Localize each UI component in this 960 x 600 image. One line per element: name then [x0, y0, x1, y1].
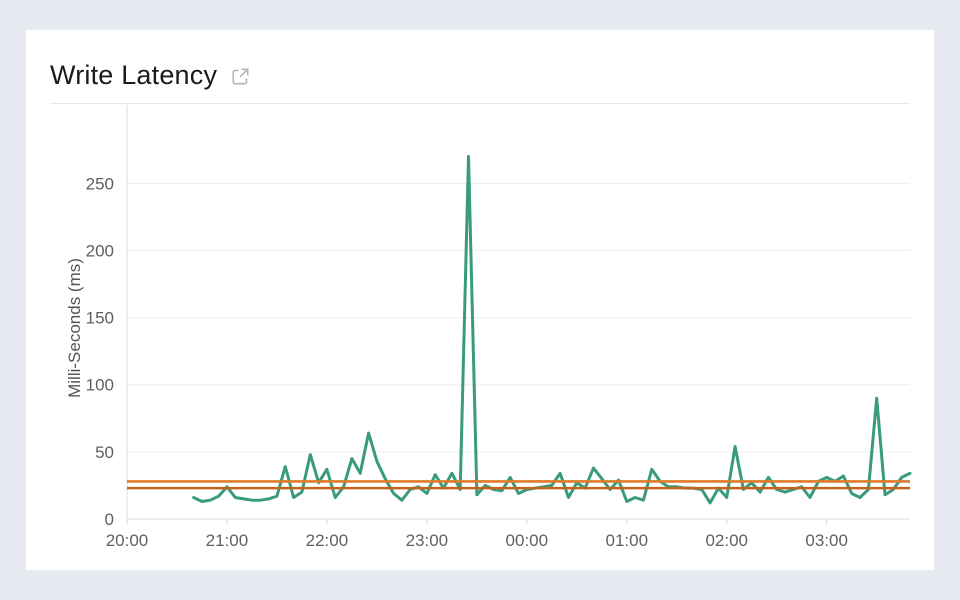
chart-canvas[interactable]: 0 50 100 150 200 250 20:00 21:00 22:00 23:00 00:00… — [26, 30, 934, 570]
y-tick-label: 200 — [86, 241, 114, 260]
y-tick-label: 250 — [86, 174, 114, 193]
latency-chart: Milli-Seconds (ms) 0 50 100 150 200 250 20:00 2… — [26, 30, 934, 570]
chart-header: Write Latency — [50, 54, 910, 96]
header-divider — [50, 103, 910, 104]
chart-panel: Write Latency Milli-Seconds (ms) 0 50 100 1… — [26, 30, 934, 570]
y-tick-label: 100 — [86, 376, 114, 395]
latency-series-line — [192, 155, 912, 505]
x-tick-label: 02:00 — [705, 531, 748, 550]
page-title: Write Latency — [50, 59, 218, 90]
x-tick-label: 21:00 — [206, 531, 249, 550]
y-tick-label: 50 — [95, 443, 114, 462]
x-tick-label: 00:00 — [506, 531, 549, 550]
y-tick-label: 150 — [86, 309, 114, 328]
x-tick-label: 01:00 — [606, 531, 649, 550]
x-tick-label: 22:00 — [306, 531, 349, 550]
x-tick-label: 23:00 — [406, 531, 449, 550]
y-tick-label: 0 — [105, 510, 114, 529]
x-tick-label: 03:00 — [805, 531, 848, 550]
x-tick-label: 20:00 — [106, 531, 149, 550]
external-link-icon[interactable] — [230, 66, 251, 87]
